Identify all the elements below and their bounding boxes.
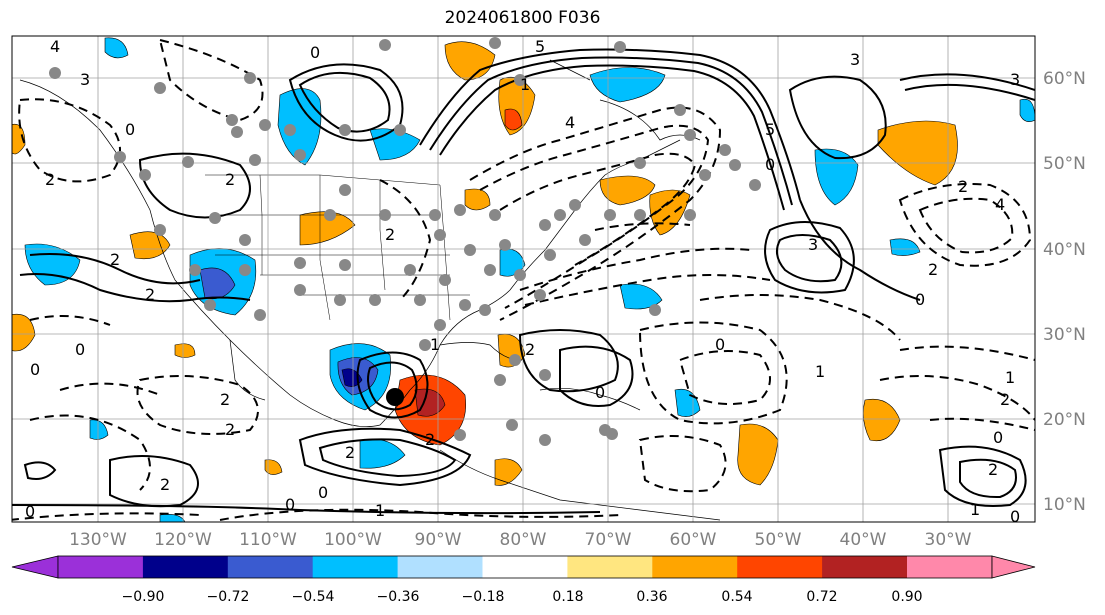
dashed-contours [12, 38, 1035, 521]
svg-text:2: 2 [1000, 390, 1010, 409]
colorbar-extension-high [991, 555, 1036, 579]
svg-text:1: 1 [970, 500, 980, 519]
svg-text:5: 5 [765, 120, 775, 139]
storm-center-marker [386, 388, 404, 406]
svg-text:1: 1 [520, 75, 530, 94]
svg-text:0: 0 [25, 502, 35, 521]
lon-label: 80°W [500, 530, 547, 550]
colorbar-segment [822, 556, 908, 578]
colorbar [11, 555, 1036, 579]
svg-text:0: 0 [1010, 507, 1020, 526]
svg-text:2: 2 [425, 430, 435, 449]
colorbar-tick: −0.72 [207, 589, 250, 605]
svg-text:0: 0 [993, 428, 1003, 447]
svg-text:2: 2 [145, 285, 155, 304]
lat-label: 10°N [1043, 495, 1086, 515]
longitude-labels: 130°W 120°W 110°W 100°W 90°W 80°W 70°W 6… [69, 530, 972, 550]
svg-text:2: 2 [988, 460, 998, 479]
svg-text:0: 0 [30, 360, 40, 379]
lon-label: 30°W [925, 530, 972, 550]
svg-text:1: 1 [375, 501, 385, 520]
svg-text:2: 2 [225, 420, 235, 439]
lon-label: 60°W [670, 530, 717, 550]
svg-text:0: 0 [595, 383, 605, 402]
svg-text:0: 0 [75, 340, 85, 359]
colorbar-segment [312, 556, 399, 578]
svg-text:0: 0 [765, 155, 775, 174]
latitude-labels: 60°N 50°N 40°N 30°N 20°N 10°N [1043, 69, 1086, 515]
lon-label: 130°W [69, 530, 127, 550]
lat-label: 30°N [1043, 325, 1086, 345]
svg-text:2: 2 [958, 177, 968, 196]
lon-label: 40°W [840, 530, 887, 550]
colorbar-tick: −0.36 [377, 589, 420, 605]
colorbar-segment [58, 556, 144, 578]
colorbar-segment [907, 556, 993, 578]
contour-labels: 4 3 0 2 2 2 0 2 4 5 0 5 0 3 2 0 4 2 3 3 … [25, 37, 1020, 526]
colorbar-tick: 0.36 [636, 589, 667, 605]
lat-label: 60°N [1043, 69, 1086, 89]
colorbar-segment [482, 556, 568, 578]
svg-text:0: 0 [915, 290, 925, 309]
svg-text:3: 3 [808, 235, 818, 254]
plot-frame [11, 35, 1036, 523]
colorbar-segment [737, 556, 823, 578]
lon-label: 120°W [154, 530, 212, 550]
svg-text:1: 1 [815, 362, 825, 381]
svg-text:2: 2 [928, 260, 938, 279]
svg-text:2: 2 [45, 170, 55, 189]
lat-label: 20°N [1043, 410, 1086, 430]
colorbar-segment [567, 556, 653, 578]
colorbar-segment [227, 556, 314, 578]
svg-text:0: 0 [715, 335, 725, 354]
lon-label: 90°W [415, 530, 462, 550]
svg-text:0: 0 [318, 483, 328, 502]
colorbar-tick: −0.54 [292, 589, 335, 605]
colorbar-tick: 0.18 [552, 589, 583, 605]
svg-text:1: 1 [1005, 368, 1015, 387]
colorbar-tick: 0.54 [721, 589, 752, 605]
svg-text:4: 4 [995, 195, 1005, 214]
colorbar-segment [652, 556, 738, 578]
svg-text:3: 3 [1010, 70, 1020, 89]
colorbar-tick: 0.90 [891, 589, 922, 605]
svg-text:0: 0 [125, 120, 135, 139]
solid-contours [12, 48, 1035, 515]
lon-label: 100°W [324, 530, 382, 550]
svg-text:0: 0 [285, 495, 295, 514]
svg-text:2: 2 [160, 475, 170, 494]
svg-text:2: 2 [220, 390, 230, 409]
svg-text:2: 2 [525, 340, 535, 359]
svg-text:3: 3 [80, 70, 90, 89]
svg-text:2: 2 [345, 443, 355, 462]
colorbar-tick: 0.72 [806, 589, 837, 605]
colorbar-outline [57, 555, 993, 579]
colorbar-tick: −0.90 [122, 589, 165, 605]
svg-text:2: 2 [225, 170, 235, 189]
svg-text:2: 2 [385, 225, 395, 244]
map-title: 2024061800 F036 [444, 8, 601, 28]
colorbar-segment [397, 556, 483, 578]
lon-label: 70°W [585, 530, 632, 550]
lat-label: 50°N [1043, 154, 1086, 174]
lon-label: 50°W [755, 530, 802, 550]
svg-text:4: 4 [50, 37, 60, 56]
colorbar-tick: −0.18 [462, 589, 505, 605]
svg-text:2: 2 [110, 250, 120, 269]
colorbar-tick-labels: −0.90 −0.72 −0.54 −0.36 −0.18 0.18 0.36 … [122, 589, 923, 605]
station-dots [49, 37, 761, 446]
svg-text:1: 1 [430, 335, 440, 354]
svg-text:5: 5 [535, 37, 545, 56]
svg-text:4: 4 [565, 113, 575, 132]
lon-label: 110°W [239, 530, 297, 550]
state-borders [205, 174, 470, 321]
colorbar-segment [142, 556, 229, 578]
svg-text:3: 3 [850, 50, 860, 69]
svg-text:0: 0 [310, 43, 320, 62]
lat-label: 40°N [1043, 240, 1086, 260]
colorbar-extension-low [11, 555, 59, 579]
